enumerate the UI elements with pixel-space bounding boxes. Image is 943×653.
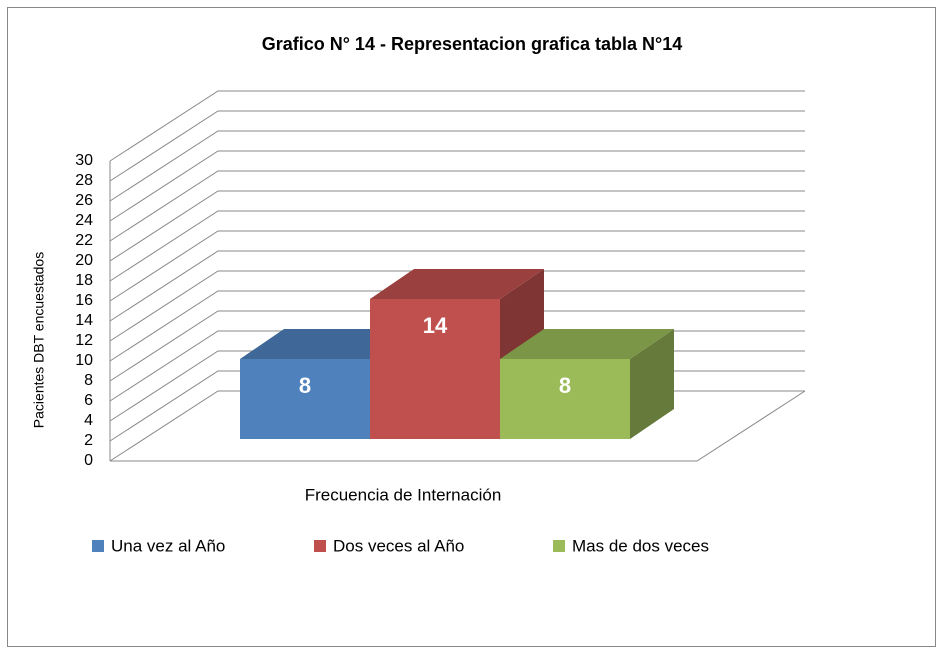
y-tick-label: 16 — [75, 292, 93, 309]
grid-line — [109, 190, 805, 262]
grid-line — [109, 270, 805, 342]
grid-line — [109, 290, 805, 362]
bar-top — [500, 329, 674, 359]
y-tick-label: 6 — [84, 392, 93, 409]
bar — [370, 299, 500, 439]
legend-swatch — [553, 540, 565, 552]
y-tick-label: 26 — [75, 192, 93, 209]
y-tick-label: 28 — [75, 172, 93, 189]
data-label: 8 — [559, 373, 571, 398]
bar-top — [370, 269, 544, 299]
y-tick-label: 8 — [84, 372, 93, 389]
grid-line — [109, 110, 805, 182]
y-tick-label: 20 — [75, 252, 93, 269]
y-tick-label: 24 — [75, 212, 93, 229]
grid-line — [109, 130, 805, 202]
grid-line — [109, 150, 805, 222]
y-tick-label: 10 — [75, 352, 93, 369]
legend-label: Mas de dos veces — [572, 536, 709, 555]
floor — [110, 390, 806, 462]
bar-side — [630, 329, 674, 439]
grid-line — [109, 210, 805, 282]
x-axis-label: Frecuencia de Internación — [305, 485, 502, 504]
y-tick-label: 18 — [75, 272, 93, 289]
chart-title: Grafico N° 14 - Representacion grafica t… — [262, 34, 683, 54]
data-label: 8 — [299, 373, 311, 398]
grid-line — [109, 90, 805, 162]
legend-swatch — [314, 540, 326, 552]
y-tick-label: 4 — [84, 412, 93, 429]
grid-line — [109, 310, 805, 382]
grid-line — [109, 170, 805, 242]
y-tick-label: 12 — [75, 332, 93, 349]
grid-line — [109, 250, 805, 322]
y-tick-label: 0 — [84, 452, 93, 469]
y-axis-label: Pacientes DBT encuestados — [31, 252, 47, 428]
y-tick-label: 2 — [84, 432, 93, 449]
bar — [240, 359, 370, 439]
data-label: 14 — [423, 313, 448, 338]
y-tick-label: 30 — [75, 152, 93, 169]
legend-label: Dos veces al Año — [333, 536, 464, 555]
legend-label: Una vez al Año — [111, 536, 225, 555]
bar — [500, 359, 630, 439]
grid-line — [109, 230, 805, 302]
y-tick-label: 22 — [75, 232, 93, 249]
legend-swatch — [92, 540, 104, 552]
y-tick-label: 14 — [75, 312, 93, 329]
